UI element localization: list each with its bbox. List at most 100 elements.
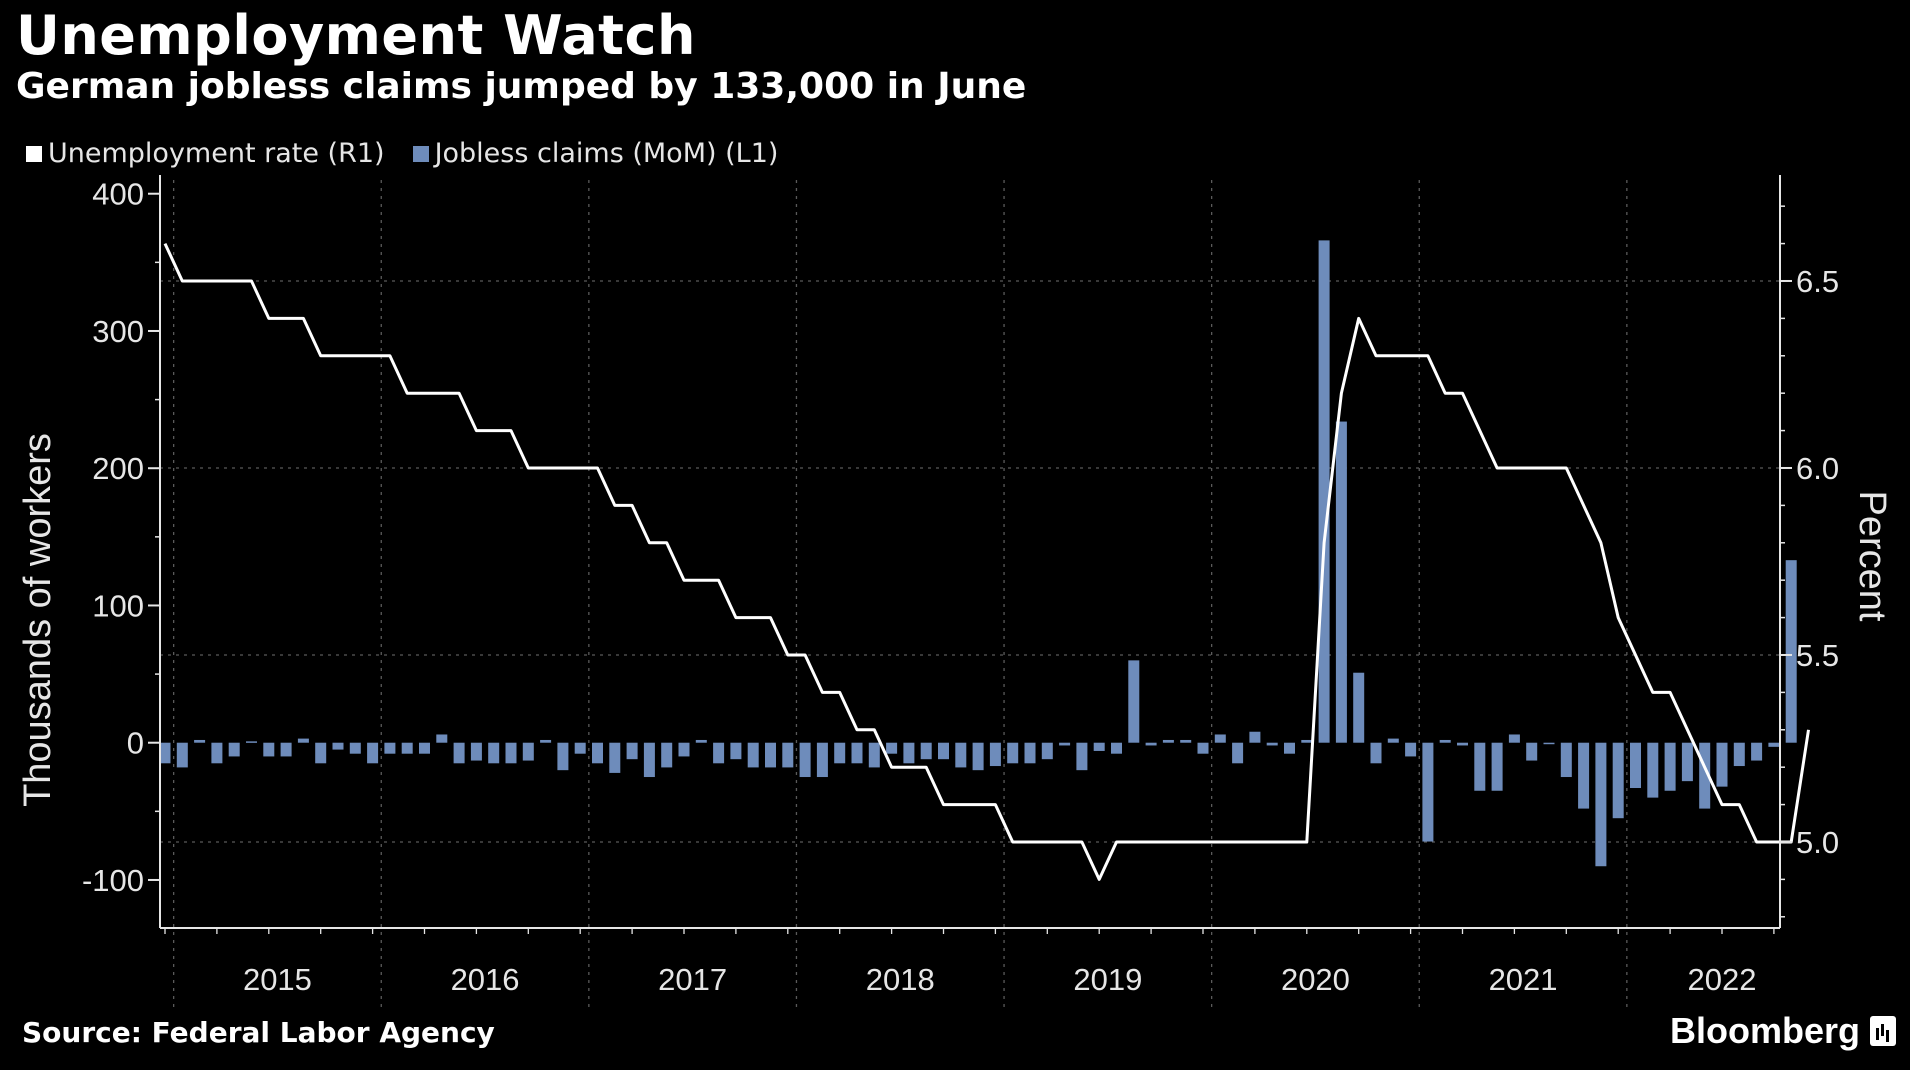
bar-63 xyxy=(1249,731,1261,743)
bar-15 xyxy=(419,742,430,754)
bar-18 xyxy=(470,742,482,761)
bar-28 xyxy=(643,742,655,778)
bar-36 xyxy=(782,742,794,768)
y-right-tick-label-3: 5.0 xyxy=(1796,825,1839,860)
line-series-unemployment-rate xyxy=(163,242,1810,881)
bar-49 xyxy=(1007,742,1019,764)
x-tick-label-5: 2020 xyxy=(1281,962,1350,997)
bar-56 xyxy=(1128,660,1140,743)
bar-30 xyxy=(678,742,690,757)
bar-16 xyxy=(436,734,448,743)
bar-61 xyxy=(1214,734,1226,743)
bar-53 xyxy=(1076,742,1088,771)
chart-subtitle: German jobless claims jumped by 133,000 … xyxy=(16,66,1027,107)
bar-40 xyxy=(851,742,863,764)
bar-62 xyxy=(1232,742,1244,764)
bar-0 xyxy=(159,742,171,764)
bar-68 xyxy=(1335,421,1347,743)
bloomberg-icon xyxy=(1870,1016,1896,1046)
y-right-tick-label-0: 6.5 xyxy=(1796,264,1839,299)
bar-9 xyxy=(315,742,327,764)
bar-91 xyxy=(1733,742,1745,767)
bar-37 xyxy=(799,742,811,778)
bar-66 xyxy=(1301,739,1313,743)
bar-42 xyxy=(886,742,898,754)
bar-2 xyxy=(194,739,206,743)
x-tick-label-2: 2017 xyxy=(658,962,727,997)
gridlines xyxy=(160,180,1780,1008)
bar-31 xyxy=(695,739,707,743)
bar-45 xyxy=(938,742,949,760)
y-axis-right-title: Percent xyxy=(1851,491,1893,622)
bar-6 xyxy=(263,742,275,757)
legend-swatch-unemployment-rate xyxy=(26,145,42,162)
bar-54 xyxy=(1093,742,1105,751)
bar-13 xyxy=(384,742,396,754)
bar-41 xyxy=(868,742,880,768)
x-tick-label-0: 2015 xyxy=(243,962,312,997)
bar-series-jobless-claims xyxy=(159,240,1797,867)
bar-64 xyxy=(1266,742,1278,746)
bar-3 xyxy=(211,742,223,764)
x-tick-label-1: 2016 xyxy=(451,962,520,997)
y-left-tick-label-4: 0 xyxy=(127,726,144,761)
bar-78 xyxy=(1508,734,1520,743)
brand-logo: Bloomberg xyxy=(1670,1010,1896,1052)
bar-77 xyxy=(1491,742,1503,791)
bar-11 xyxy=(349,742,361,754)
y-left-tick-label-2: 200 xyxy=(92,451,144,486)
bar-87 xyxy=(1664,742,1676,791)
bar-17 xyxy=(453,742,465,764)
bar-85 xyxy=(1630,742,1641,789)
brand-name: Bloomberg xyxy=(1669,1010,1860,1051)
bar-29 xyxy=(661,742,673,768)
y-left-tick-label-5: -100 xyxy=(82,863,144,898)
bar-34 xyxy=(747,742,759,768)
bar-58 xyxy=(1162,739,1174,743)
bar-73 xyxy=(1422,742,1434,842)
legend-swatch-jobless-claims xyxy=(412,145,429,162)
bar-39 xyxy=(834,742,846,764)
bar-48 xyxy=(989,742,1001,767)
bar-22 xyxy=(540,739,552,743)
line-unemployment-rate xyxy=(163,242,1810,881)
bar-83 xyxy=(1595,742,1607,867)
bar-82 xyxy=(1578,742,1590,809)
x-tick-label-4: 2019 xyxy=(1073,962,1142,997)
bar-88 xyxy=(1681,742,1693,782)
bar-19 xyxy=(488,742,500,764)
bar-89 xyxy=(1699,742,1711,809)
legend-label-jobless-claims: Jobless claims (MoM) (L1) xyxy=(434,138,779,169)
bar-57 xyxy=(1145,742,1157,746)
bar-26 xyxy=(609,742,621,773)
x-tick-label-3: 2018 xyxy=(866,962,935,997)
bar-65 xyxy=(1284,742,1295,754)
bar-60 xyxy=(1197,742,1209,754)
bar-55 xyxy=(1111,742,1122,754)
bar-4 xyxy=(228,742,240,757)
x-tick-label-6: 2021 xyxy=(1489,962,1558,997)
y-right-tick-label-1: 6.0 xyxy=(1796,451,1839,486)
bar-71 xyxy=(1387,738,1399,743)
bar-81 xyxy=(1560,742,1572,778)
y-right-tick-label-2: 5.5 xyxy=(1796,638,1839,673)
bar-46 xyxy=(955,742,967,768)
bar-10 xyxy=(332,742,344,750)
bar-21 xyxy=(522,742,534,761)
bar-51 xyxy=(1041,742,1053,760)
legend: Unemployment rate (R1) Jobless claims (M… xyxy=(26,138,778,169)
source-note: Source: Federal Labor Agency xyxy=(22,1016,495,1049)
bar-35 xyxy=(765,742,776,768)
legend-item-unemployment-rate[interactable]: Unemployment rate (R1) xyxy=(26,138,385,169)
legend-item-jobless-claims[interactable]: Jobless claims (MoM) (L1) xyxy=(412,138,779,169)
bar-76 xyxy=(1474,742,1486,791)
tick-labels: 400 300 200 100 0 -100 6.5 6.0 5.5 5.0 2015 2016 201… xyxy=(82,177,1839,997)
bar-20 xyxy=(505,742,517,764)
bar-72 xyxy=(1405,742,1417,757)
bar-74 xyxy=(1439,739,1451,743)
bar-23 xyxy=(557,742,569,771)
bar-84 xyxy=(1612,742,1624,819)
bar-70 xyxy=(1370,742,1382,764)
bar-44 xyxy=(920,742,932,760)
